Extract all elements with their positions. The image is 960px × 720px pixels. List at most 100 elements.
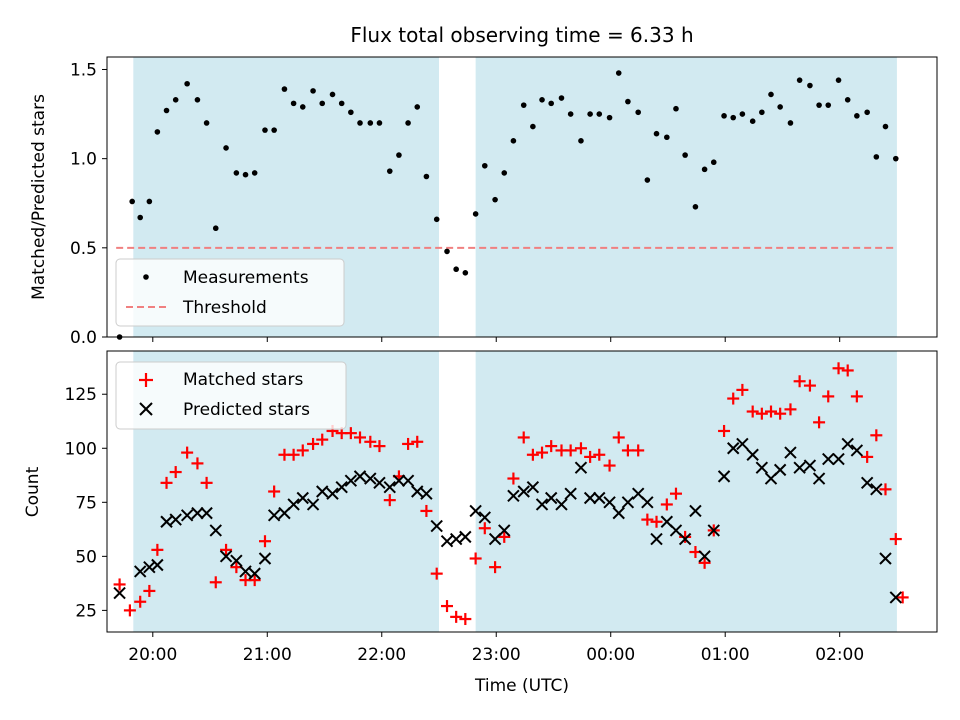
- measurement-point: [242, 171, 249, 178]
- measurement-point: [281, 86, 288, 92]
- predicted-star-point: [755, 461, 769, 474]
- predicted-star-point: [727, 442, 740, 455]
- top-y-ticks: 0.0 0.5 1.0 1.5: [70, 60, 107, 348]
- measurement-point: [664, 134, 670, 141]
- predicted-star-point: [113, 586, 126, 600]
- predicted-star-point: [707, 524, 720, 537]
- predicted-star-point: [889, 591, 902, 604]
- measurement-point: [787, 120, 794, 126]
- predicted-star-point: [603, 496, 616, 509]
- measurement-point: [290, 100, 297, 107]
- measurement-point: [453, 266, 459, 273]
- legend-measurements-label: Measurements: [183, 268, 309, 288]
- predicted-star-point: [555, 498, 568, 511]
- predicted-star-point: [180, 509, 194, 522]
- matched-star-point: [459, 613, 472, 626]
- measurement-point: [682, 152, 688, 158]
- measurement-point: [423, 173, 430, 180]
- predicted-star-point: [564, 487, 577, 500]
- bottom-shade-band-1: [475, 351, 897, 632]
- measurement-point: [251, 170, 258, 176]
- matched-star-point: [850, 390, 863, 403]
- matched-star-point: [612, 431, 625, 444]
- measurement-point: [673, 105, 679, 112]
- measurement-point: [844, 97, 851, 103]
- measurement-point: [749, 118, 756, 125]
- matched-star-point: [679, 530, 692, 543]
- matched-star-point: [727, 392, 740, 405]
- matched-star-point: [113, 578, 126, 591]
- top-panel: 0.0 0.5 1.0 1.5 Matched/Predicted stars Mea…: [29, 56, 938, 348]
- measurement-point: [472, 211, 479, 217]
- matched-star-point: [698, 556, 711, 569]
- bottom-y-tick-label-0: 25: [75, 601, 97, 621]
- measurement-point: [644, 177, 651, 183]
- matched-star-point: [870, 429, 883, 442]
- predicted-star-point: [411, 485, 424, 498]
- matched-star-point: [889, 533, 902, 546]
- x-tick-label-6: 02:00: [815, 645, 864, 665]
- measurement-point: [481, 162, 488, 169]
- measurement-point: [701, 166, 708, 173]
- matched-star-point: [526, 448, 539, 461]
- predicted-star-point: [746, 448, 759, 461]
- predicted-star-point: [773, 463, 787, 477]
- predicted-star-point: [736, 437, 749, 451]
- predicted-star-point: [544, 491, 558, 505]
- predicted-star-point: [326, 487, 339, 500]
- bottom-shading: [133, 351, 897, 632]
- measurement-point: [203, 120, 210, 126]
- measurement-point: [271, 127, 277, 133]
- predicted-star-point: [621, 496, 635, 509]
- predicted-star-point: [401, 474, 415, 487]
- predicted-star-point: [200, 506, 213, 520]
- measurement-point: [386, 168, 393, 174]
- top-y-tick-label-2: 1.0: [70, 150, 97, 170]
- predicted-star-point: [803, 459, 817, 472]
- matched-star-point: [755, 407, 768, 420]
- measurement-point: [796, 77, 803, 83]
- measurement-point: [357, 120, 363, 126]
- measurement-point: [338, 100, 345, 107]
- matched-star-point: [718, 424, 731, 437]
- measurement-point: [615, 70, 622, 76]
- matched-star-point: [841, 364, 854, 377]
- legend-predicted-marker: [139, 402, 153, 416]
- matched-star-point: [209, 576, 222, 589]
- top-legend-box: [115, 258, 345, 327]
- matched-star-point: [296, 444, 309, 457]
- predicted-star-point: [832, 452, 845, 466]
- bottom-plot-frame: [106, 350, 938, 633]
- measurement-point: [444, 248, 450, 255]
- predicted-star-point: [574, 461, 588, 474]
- measurement-point: [367, 120, 374, 126]
- matched-star-point: [793, 375, 806, 388]
- x-axis-label: Time (UTC): [474, 676, 569, 696]
- measurement-point: [816, 102, 822, 108]
- top-y-axis-label: Matched/Predicted stars: [29, 94, 49, 300]
- matched-star-point: [746, 405, 759, 418]
- measurement-point: [892, 155, 899, 162]
- matched-star-point: [736, 383, 749, 396]
- matched-star-point: [169, 466, 182, 479]
- matched-star-point: [411, 435, 424, 448]
- measurement-point: [873, 154, 880, 160]
- predicted-star-point: [430, 519, 443, 533]
- predicted-star-point: [526, 480, 540, 494]
- measurement-point: [539, 97, 545, 103]
- bottom-y-tick-label-3: 100: [65, 439, 97, 459]
- matched-star-point: [478, 522, 491, 535]
- top-legend: Measurements Threshold: [115, 258, 345, 327]
- predicted-star-point: [822, 452, 835, 466]
- measurement-point: [154, 129, 161, 135]
- matched-star-point: [143, 584, 156, 597]
- matched-star-point: [879, 483, 892, 496]
- x-tick-label-5: 01:00: [701, 645, 750, 665]
- matched-star-point: [861, 450, 874, 463]
- matched-star-point: [774, 407, 787, 420]
- matched-star-point: [430, 567, 443, 580]
- measurement-point: [194, 97, 201, 103]
- measurement-point: [396, 152, 402, 158]
- predicted-star-point: [478, 511, 492, 524]
